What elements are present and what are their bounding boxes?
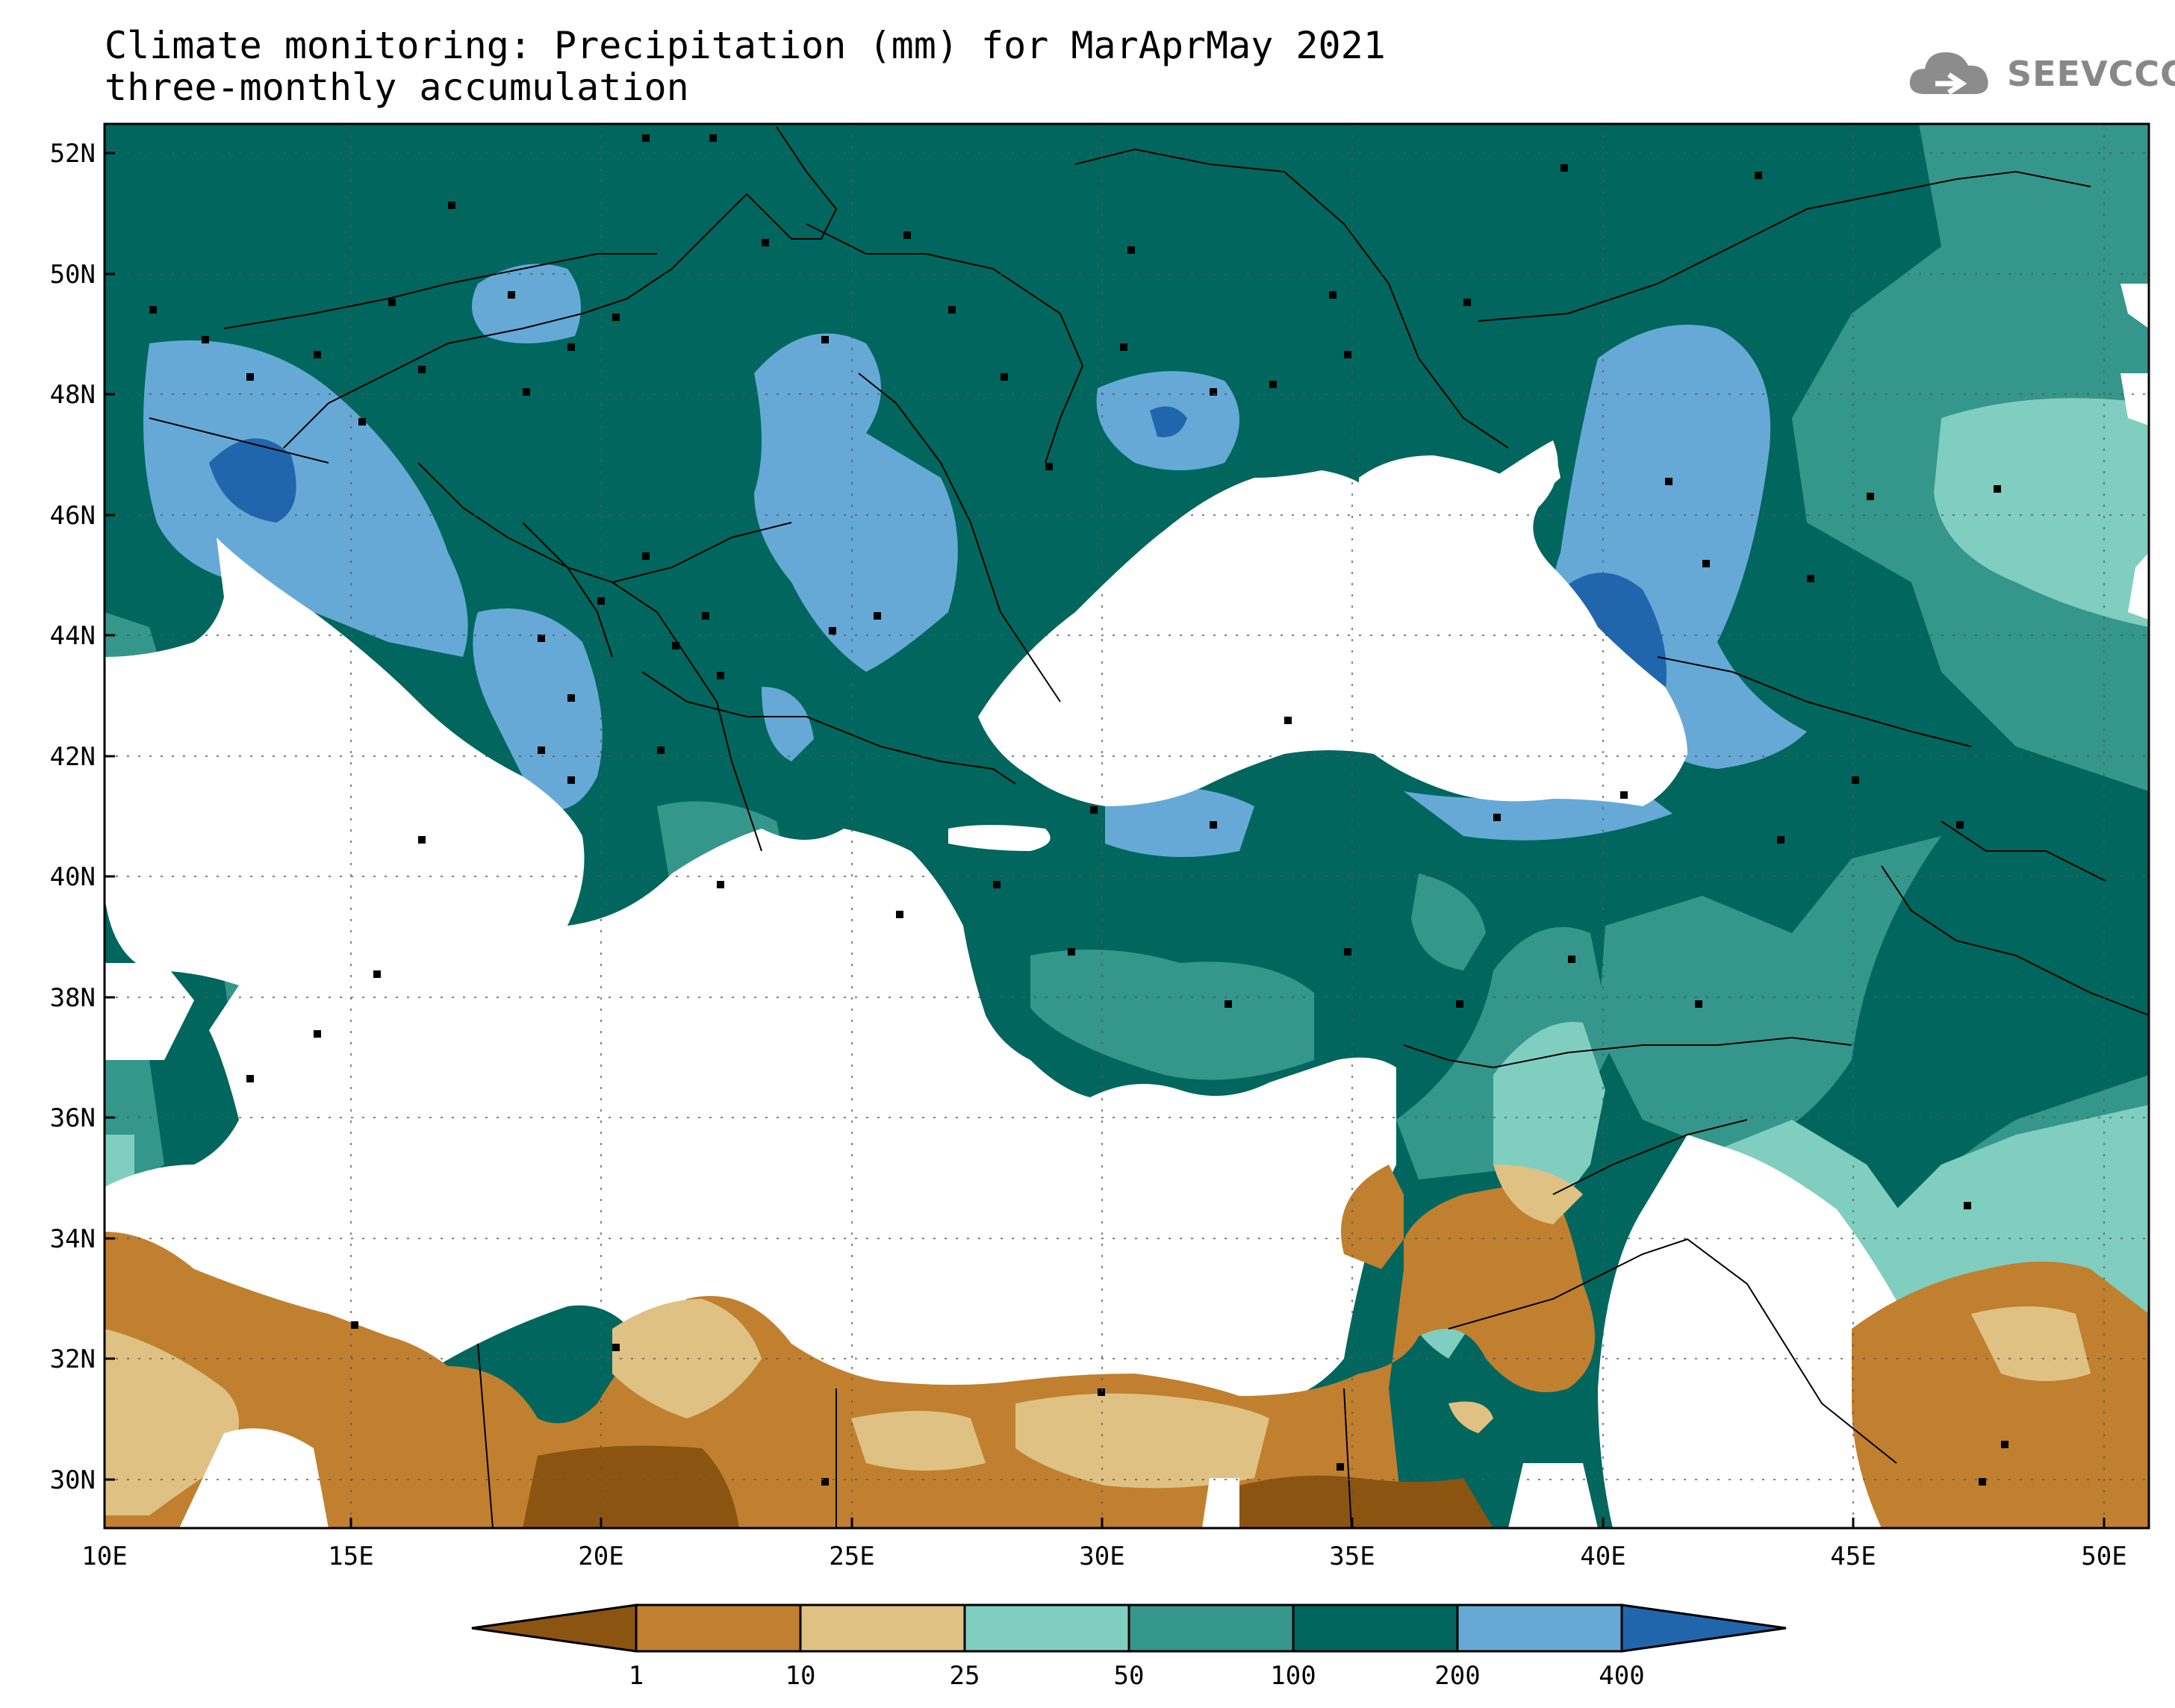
lon-label: 15E — [328, 1542, 373, 1571]
colorbar-label: 1 — [629, 1661, 644, 1691]
colorbar-label: 400 — [1599, 1661, 1644, 1691]
graticule — [105, 124, 2149, 1528]
map-frame — [103, 122, 2150, 1530]
colorbar-segment — [963, 1603, 1130, 1653]
country-borders — [149, 126, 2149, 1528]
colorbar: 1 10 25 50 100 200 400 — [471, 1603, 1787, 1691]
lat-label: 44N — [50, 621, 96, 651]
map-subtitle: three-monthly accumulation — [105, 66, 689, 109]
lat-label: 42N — [50, 742, 96, 772]
longitude-labels: 10E 15E 20E 25E 30E 35E 40E 45E 50E — [81, 1542, 2126, 1571]
lat-label: 40N — [50, 862, 96, 892]
lat-label: 30N — [50, 1465, 96, 1495]
colorbar-segment — [799, 1603, 966, 1653]
latitude-labels: 52N 50N 48N 46N 44N 42N 40N 38N 36N 34N … — [50, 139, 96, 1495]
lon-label: 35E — [1329, 1542, 1375, 1571]
lon-label: 30E — [1079, 1542, 1124, 1571]
colorbar-segment — [635, 1603, 802, 1653]
colorbar-label: 50 — [1114, 1661, 1145, 1691]
station-markers — [149, 134, 2008, 1486]
lat-label: 46N — [50, 501, 96, 531]
lat-label: 52N — [50, 139, 96, 169]
lon-label: 50E — [2081, 1542, 2126, 1571]
lat-label: 32N — [50, 1344, 96, 1374]
lat-label: 48N — [50, 380, 96, 410]
lat-label: 36N — [50, 1103, 96, 1133]
colorbar-label: 200 — [1434, 1661, 1480, 1691]
colorbar-segment — [1292, 1603, 1459, 1653]
lat-label: 38N — [50, 983, 96, 1013]
colorbar-segment — [1620, 1603, 1787, 1653]
lon-label: 25E — [829, 1542, 874, 1571]
lon-label: 45E — [1830, 1542, 1876, 1571]
precipitation-field — [105, 124, 2149, 1528]
logo-text: SEEVCCC — [2007, 54, 2175, 94]
colorbar-segment — [471, 1603, 638, 1653]
lon-label: 20E — [578, 1542, 623, 1571]
colorbar-segment — [1456, 1603, 1623, 1653]
axis-ticks — [103, 152, 2106, 1528]
colorbar-label: 100 — [1270, 1661, 1316, 1691]
lon-label: 40E — [1580, 1542, 1625, 1571]
lat-label: 50N — [50, 260, 96, 290]
lon-label: 10E — [81, 1542, 127, 1571]
colorbar-segment — [1127, 1603, 1295, 1653]
cloud-icon — [1909, 52, 1988, 95]
lat-label: 34N — [50, 1224, 96, 1254]
map-title: Climate monitoring: Precipitation (mm) f… — [105, 24, 1386, 67]
colorbar-label: 25 — [950, 1661, 980, 1691]
colorbar-label: 10 — [785, 1661, 816, 1691]
